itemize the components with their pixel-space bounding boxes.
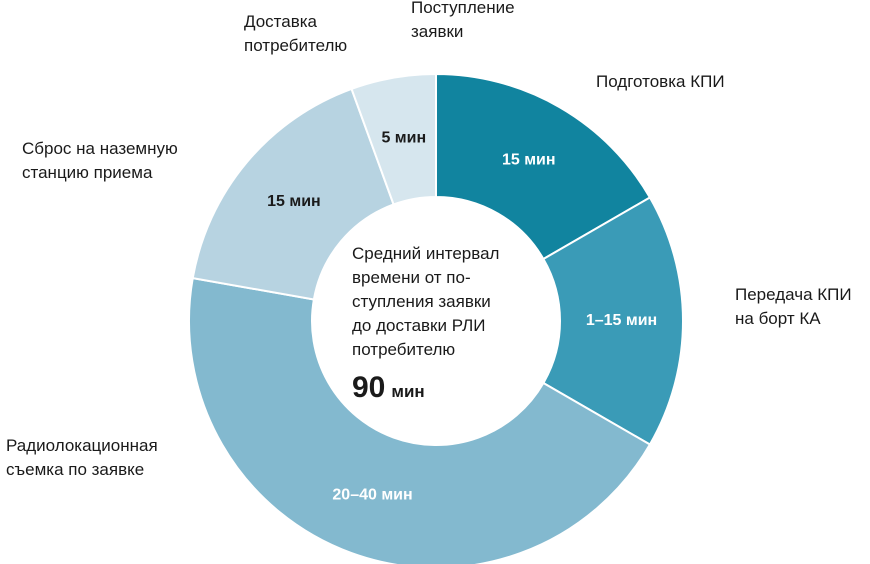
label-radar-survey: Радиолокационная съемка по заявке: [6, 436, 158, 479]
slice-value-label-1: 1–15 мин: [586, 312, 657, 329]
label-uplink: Передача КПИ на борт КА: [735, 285, 852, 328]
donut-slice-0: [435, 72, 652, 261]
donut-slice-1: [542, 196, 684, 446]
slice-value-label-4: 5 мин: [381, 130, 426, 147]
slice-value-label-2: 20–40 мин: [332, 487, 412, 504]
label-preparation: Подготовка КПИ: [596, 72, 725, 91]
total-value: 90: [352, 371, 386, 404]
label-downlink: Сброс на наземную станцию приема: [22, 139, 178, 182]
donut-slice-4: [350, 72, 437, 206]
label-delivery: Доставка потребителю: [244, 12, 348, 55]
total-interval: 90 мин: [352, 371, 425, 405]
center-description: Средний интервал времени от по- ступлени…: [352, 244, 500, 359]
slice-value-label-3: 15 мин: [267, 193, 321, 210]
donut-slice-2: [188, 276, 652, 564]
slice-value-label-0: 15 мин: [502, 152, 556, 169]
total-unit: мин: [391, 382, 425, 401]
donut-slice-3: [191, 87, 395, 301]
label-intake: Поступление заявки: [411, 0, 515, 41]
